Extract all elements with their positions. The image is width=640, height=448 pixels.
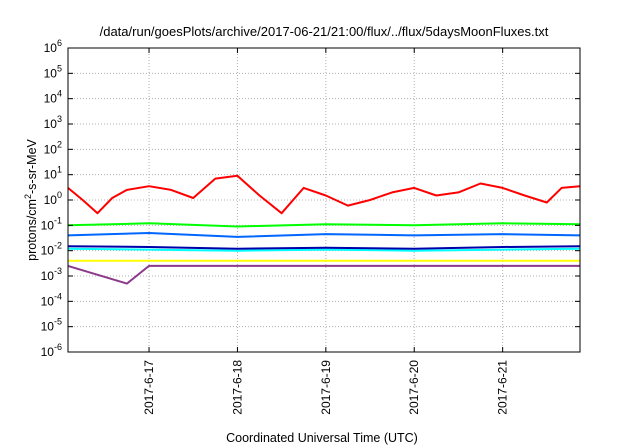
y-tick-label: 100: [44, 190, 62, 207]
series-lines: [67, 174, 581, 285]
y-tick-label: 101: [44, 165, 62, 182]
y-tick-label: 10-4: [41, 291, 62, 308]
y-axis-title: protons/cm2-s-sr-MeV: [23, 138, 39, 260]
x-tick-label: 2017-6-19: [319, 360, 333, 415]
y-tick-label: 10-1: [41, 215, 62, 232]
y-tick-label: 10-2: [41, 241, 62, 258]
y-tick-label: 10-6: [41, 342, 62, 359]
x-axis-ticks: 2017-6-17 2017-6-18 2017-6-19 2017-6-20 2017…: [142, 48, 510, 415]
series-line-1: [67, 174, 581, 215]
series-line-7: [67, 264, 580, 285]
x-tick-label: 2017-6-17: [142, 360, 156, 415]
y-tick-label: 10-3: [41, 266, 62, 283]
y-tick-label: 104: [44, 89, 62, 106]
x-tick-label: 2017-6-20: [407, 360, 421, 415]
y-tick-label: 106: [44, 38, 62, 55]
x-axis-title: Coordinated Universal Time (UTC): [226, 431, 418, 445]
y-tick-label: 103: [44, 114, 62, 131]
x-tick-label: 2017-6-21: [496, 360, 510, 415]
y-tick-label: 10-5: [41, 317, 62, 334]
y-tick-label: 105: [44, 63, 62, 80]
series-line-5: [67, 245, 581, 250]
series-line-4: [67, 247, 581, 252]
y-axis-ticks: 106 105 104 103 102 101 100 10-1 10-2 10-3 10-4 10-…: [41, 38, 580, 359]
y-tick-label: 102: [44, 139, 62, 156]
grid: [68, 47, 580, 353]
chart-title: /data/run/goesPlots/archive/2017-06-21/2…: [100, 24, 549, 39]
series-line-3: [67, 232, 581, 238]
x-tick-label: 2017-6-18: [230, 360, 244, 415]
series-line-2: [67, 222, 581, 228]
